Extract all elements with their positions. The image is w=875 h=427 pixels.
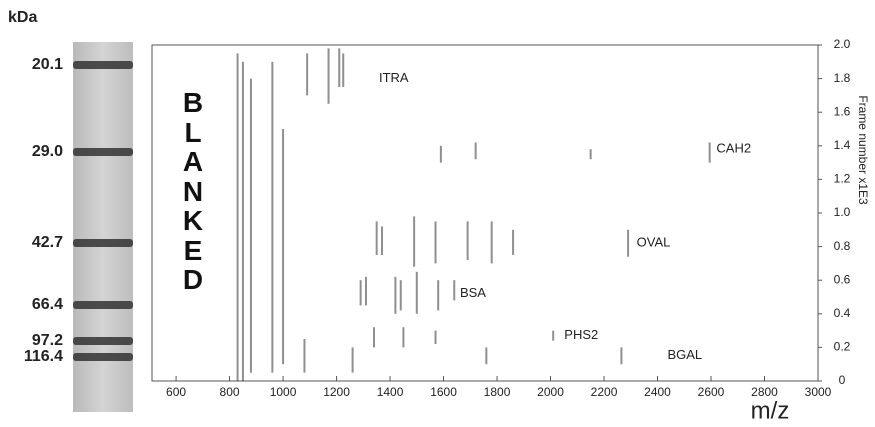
streak [306,53,309,96]
streak [485,347,488,365]
annotation: OVAL [637,235,671,250]
streak [303,339,306,373]
streak [381,226,384,255]
gel-band [73,353,133,361]
annotation: ITRA [379,70,409,85]
y-tick-label: 0.6 [834,272,851,286]
y-tick-label: 1.0 [834,205,851,219]
streak [241,61,244,382]
gel-band [73,148,133,156]
streak [434,221,437,264]
streak [415,271,418,314]
annotation: BSA [460,285,486,300]
streak [271,61,274,373]
gel-band-label: 97.2 [32,332,63,349]
x-tick-label: 1400 [377,385,404,399]
streak [282,129,285,365]
x-tick-label: 800 [220,385,240,399]
x-tick-label: 1800 [484,385,511,399]
streak [474,142,477,160]
streak [359,280,362,306]
streak [342,53,345,87]
streak [402,327,405,348]
gel-band [73,337,133,345]
streak [620,347,623,365]
streak [439,145,442,163]
gel-band-label: 116.4 [24,348,63,365]
streak [589,149,592,160]
plot-frame [151,44,819,382]
x-tick-label: 2000 [537,385,564,399]
annotation: PHS2 [564,327,598,342]
streak [394,276,397,314]
streak [351,347,354,373]
annotation: CAH2 [716,141,751,156]
y-tick-label: 1.6 [834,104,851,118]
streak [364,276,367,306]
y-tick-label: 0.8 [834,239,851,253]
gel-band [73,239,133,247]
gel-band-label: 20.1 [32,56,63,73]
x-tick-label: 2200 [591,385,618,399]
y-axis-label: Frame number x1E3 [856,95,870,205]
streak [236,53,239,382]
streak [512,229,515,255]
gel-band [73,301,133,309]
streak [327,48,330,104]
x-tick-label: 2600 [698,385,725,399]
streak [249,78,252,373]
y-tick-label: 0.4 [834,306,851,320]
y-tick-label: 1.2 [834,172,851,186]
streak [627,229,630,257]
x-tick-label: 2400 [644,385,671,399]
streak [399,280,402,311]
x-tick-label: 2800 [751,385,778,399]
y-tick-label: 1.4 [834,138,851,152]
streak [373,327,375,348]
gel-band-label: 66.4 [32,296,63,313]
streak [413,216,416,267]
gel-lane [73,42,133,412]
streak [434,330,437,345]
y-tick-label: 1.8 [834,71,851,85]
streak [375,221,378,255]
streak [437,280,440,311]
annotation: BGAL [667,347,702,362]
streak [466,221,469,261]
gel-band-label: 29.0 [32,143,63,160]
x-axis-label: m/z [751,397,790,424]
streak [490,221,493,264]
y-tick-label: 0 [839,373,846,387]
blanked-label: BLANKED [182,87,204,295]
x-tick-label: 3000 [805,385,832,399]
gel-unit: kDa [8,9,37,26]
y-tick-label: 0.2 [834,340,851,354]
x-tick-label: 1000 [270,385,297,399]
x-tick-label: 1600 [430,385,457,399]
x-tick-label: 600 [166,385,186,399]
gel-band-label: 42.7 [32,234,63,251]
streak [338,48,341,87]
gel-band [73,61,133,69]
streak [552,330,555,341]
streak [708,142,711,163]
streak [453,280,456,301]
y-tick-label: 2.0 [834,37,851,51]
x-tick-label: 1200 [323,385,350,399]
